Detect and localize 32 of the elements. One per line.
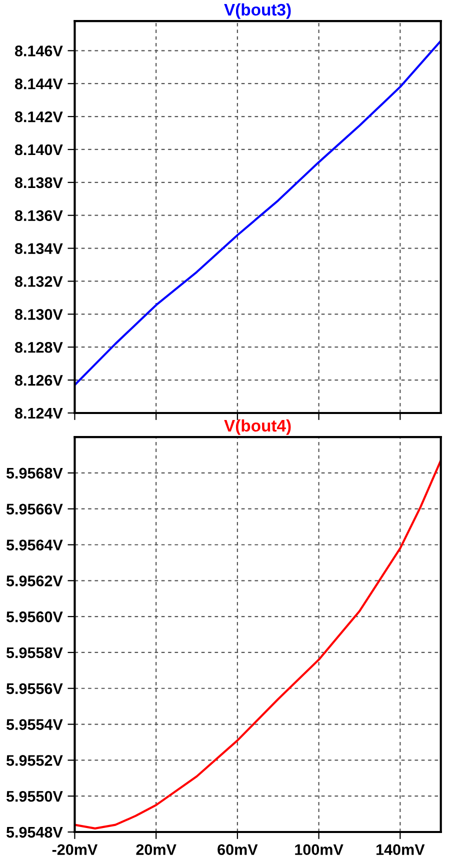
chart-title: V(bout4) xyxy=(224,419,291,435)
y-tick-label: 8.144V xyxy=(14,78,63,90)
y-tick-label: 8.138V xyxy=(14,177,63,188)
x-tick-label: 100mV xyxy=(295,844,344,856)
y-tick-label: 8.130V xyxy=(14,309,63,320)
y-tick-label: 5.9552V xyxy=(6,755,63,766)
y-tick-label: 8.124V xyxy=(14,408,63,419)
y-tick-label: 8.132V xyxy=(14,276,63,287)
chart-title: V(bout3) xyxy=(224,3,291,19)
y-tick-label: 8.136V xyxy=(14,210,63,222)
line-series xyxy=(74,459,441,830)
x-tick-label: 20mV xyxy=(136,844,176,856)
y-tick-label: 5.9558V xyxy=(6,647,63,658)
y-tick-label: 8.134V xyxy=(14,243,63,254)
y-tick-label: 5.9550V xyxy=(6,790,63,802)
y-tick-label: 8.126V xyxy=(14,374,63,386)
y-tick-label: 5.9566V xyxy=(6,504,63,515)
y-tick-label: 5.9564V xyxy=(6,540,63,550)
y-tick-label: 5.9548V xyxy=(6,826,63,838)
y-tick-label: 8.128V xyxy=(14,342,63,353)
y-tick-label: 8.140V xyxy=(14,144,63,156)
y-tick-label: 5.9554V xyxy=(6,719,63,730)
x-tick-label: -20mV xyxy=(52,844,98,856)
y-tick-label: 8.146V xyxy=(14,46,63,56)
x-tick-label: 60mV xyxy=(218,844,258,856)
y-tick-label: 5.9556V xyxy=(6,683,63,694)
x-tick-label: 140mV xyxy=(376,844,425,856)
line-series xyxy=(74,40,441,386)
y-tick-label: 5.9568V xyxy=(6,468,63,479)
y-tick-label: 8.142V xyxy=(14,111,63,122)
y-tick-label: 5.9562V xyxy=(6,576,63,586)
y-tick-label: 5.9560V xyxy=(6,611,63,622)
